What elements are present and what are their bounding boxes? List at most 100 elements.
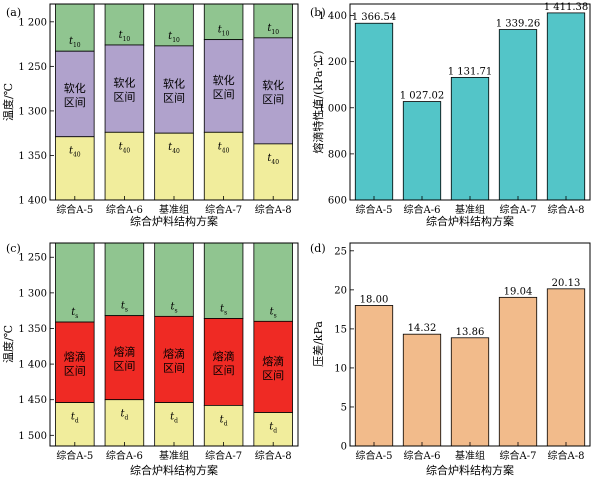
bar — [498, 29, 538, 201]
x-tick-label: 综合A-8 — [255, 203, 292, 216]
bar-segment-t10 — [203, 3, 244, 41]
x-tick-label: 综合A-7 — [500, 203, 537, 216]
series-label-td: td — [220, 414, 228, 427]
x-axis-label: 综合炉料结构方案 — [426, 463, 514, 477]
bar-segment-t10 — [154, 3, 194, 47]
interval-label-line1: 软化 — [163, 77, 185, 91]
y-tick-label: 1 400 — [18, 360, 47, 371]
series-label-t10: t10 — [119, 30, 131, 43]
bar-segment-t40 — [203, 131, 244, 201]
bar-segment-td — [203, 404, 244, 447]
interval-label-line2: 区间 — [262, 93, 284, 106]
bar-segment-t10 — [104, 3, 145, 46]
data-label: 1 411.38 — [544, 2, 589, 13]
panel-d: (d) 18.00 14.32 13.86 19.04 20.13 0 5 10 15 20 25 综… — [310, 242, 591, 477]
y-axis-label: 压差/kPa — [311, 321, 325, 367]
panel-b: (b) 1 366.54 1 027.02 1 131.71 1 339.261 41… — [310, 2, 591, 228]
y-tick-label: 600 — [328, 196, 347, 207]
interval-label-line1: 熔滴 — [262, 354, 284, 368]
series-label-ts: ts — [270, 306, 277, 319]
y-tick-label: 20 — [334, 285, 347, 296]
y-tick-label: 15 — [334, 324, 347, 335]
series-label-ts: ts — [220, 304, 227, 317]
data-label: 14.32 — [408, 323, 437, 334]
y-tick-label: 1 350 — [18, 151, 47, 162]
bar-segment-ts — [154, 242, 194, 317]
y-tick-label: 1 300 — [18, 288, 47, 299]
bar — [354, 305, 394, 447]
panel-a-letter: (a) — [6, 6, 21, 19]
interval-label-line1: 软化 — [64, 81, 86, 95]
bar-segment-interval — [203, 318, 244, 406]
y-axis-label: 熔滴特性值/(kPa·℃) — [311, 50, 325, 153]
bar-segment-interval — [104, 315, 145, 401]
interval-label-line2: 区间 — [213, 88, 235, 101]
series-label-ts: ts — [121, 301, 128, 314]
x-tick-label: 综合A-6 — [404, 449, 441, 462]
series-label-t40: t40 — [119, 141, 131, 154]
bar-segment-t40 — [104, 131, 145, 201]
x-tick-label: 综合A-7 — [205, 449, 242, 462]
data-label: 20.13 — [552, 278, 581, 289]
series-label-t10: t10 — [218, 25, 230, 38]
interval-label-line2: 区间 — [163, 361, 185, 374]
series-label-td: td — [120, 409, 128, 422]
x-axis-label: 综合炉料结构方案 — [130, 214, 218, 228]
x-tick-label: 综合A-5 — [356, 203, 393, 216]
y-tick-label: 1 200 — [18, 17, 47, 28]
interval-label-line1: 熔滴 — [163, 346, 185, 360]
data-label: 1 339.26 — [496, 19, 541, 30]
bar-segment-t40 — [154, 132, 194, 201]
y-tick-label: 1 000 — [318, 103, 347, 114]
panel-c: (c) ts熔滴区间tdts熔滴区间tdts熔滴区间tdts熔滴区间tdts熔滴… — [1, 242, 299, 477]
y-axis-label: 温度/℃ — [1, 325, 15, 363]
bar-segment-td — [55, 402, 95, 447]
bar-segment-interval — [203, 39, 244, 133]
y-tick-label: 1 400 — [18, 196, 47, 207]
bar — [354, 22, 394, 201]
data-label: 13.86 — [456, 327, 485, 338]
series-label-t10: t10 — [168, 31, 180, 44]
interval-label-line2: 区间 — [64, 364, 86, 377]
bar — [402, 333, 442, 447]
series-label-t40: t40 — [267, 153, 279, 166]
interval-label-line1: 熔滴 — [64, 349, 86, 363]
bar-segment-ts — [104, 242, 145, 317]
bar — [402, 101, 442, 201]
data-label: 1 027.02 — [400, 91, 445, 102]
interval-label-line1: 软化 — [113, 76, 135, 90]
x-tick-label: 基准组 — [159, 449, 189, 462]
y-tick-label: 1 250 — [18, 253, 47, 264]
bar-segment-td — [154, 402, 194, 447]
x-tick-label: 综合A-8 — [548, 449, 585, 462]
y-tick-label: 5 — [341, 402, 347, 413]
bar-segment-interval — [253, 320, 293, 413]
x-tick-label: 综合A-5 — [356, 449, 393, 462]
x-tick-label: 综合A-8 — [548, 203, 585, 216]
y-tick-label: 25 — [334, 246, 347, 257]
panel-b-letter: (b) — [310, 6, 326, 19]
data-label: 18.00 — [360, 294, 389, 305]
y-tick-label: 0 — [341, 442, 347, 453]
x-tick-label: 综合A-6 — [106, 449, 143, 462]
interval-label-line2: 区间 — [262, 369, 284, 382]
series-label-td: td — [269, 422, 277, 435]
interval-label-line2: 区间 — [64, 96, 86, 109]
bar-segment-ts — [55, 242, 95, 323]
y-tick-label: 10 — [334, 363, 347, 374]
bar — [546, 288, 586, 447]
bar — [450, 337, 490, 447]
bar — [498, 296, 538, 447]
series-label-t40: t40 — [69, 146, 81, 159]
panel-c-letter: (c) — [6, 242, 21, 255]
series-label-t10: t10 — [267, 23, 279, 36]
interval-label-line2: 区间 — [163, 92, 185, 105]
series-label-td: td — [71, 412, 79, 425]
bar-segment-td — [104, 399, 145, 447]
data-label: 1 131.71 — [448, 66, 493, 77]
bar-segment-interval — [154, 315, 194, 403]
interval-label-line2: 区间 — [113, 91, 135, 104]
series-label-td: td — [170, 412, 178, 425]
interval-label-line1: 熔滴 — [213, 349, 235, 363]
y-tick-label: 1 300 — [18, 106, 47, 117]
